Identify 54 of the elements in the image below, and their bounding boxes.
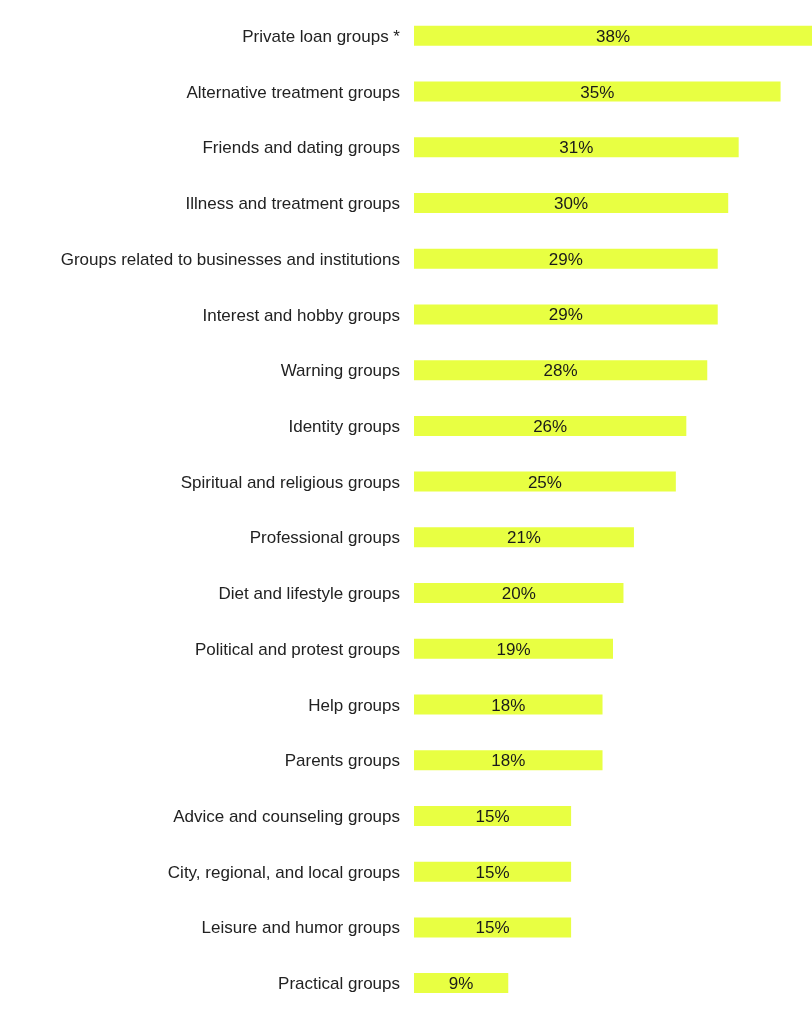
data-label: 20% (501, 584, 536, 604)
data-label: 18% (491, 751, 526, 771)
bar (414, 193, 729, 213)
data-label: 15% (475, 918, 510, 938)
data-label: 29% (548, 305, 583, 325)
bar (414, 360, 708, 381)
y-tick-label: Practical groups (278, 974, 400, 994)
data-label: 35% (580, 82, 615, 102)
data-label: 30% (554, 194, 589, 214)
y-tick-label: Illness and treatment groups (185, 194, 400, 214)
bar (414, 25, 812, 46)
y-tick-label: Groups related to businesses and institutions (60, 249, 400, 269)
bar (414, 973, 509, 994)
bar (414, 527, 634, 548)
y-tick-label: Spiritual and religious groups (180, 472, 400, 492)
data-label: 25% (527, 472, 562, 492)
bar (414, 861, 572, 882)
data-label: 28% (543, 361, 578, 381)
y-tick-label: Identity groups (288, 416, 400, 436)
data-label: 26% (533, 416, 568, 436)
data-label: 38% (595, 26, 631, 46)
bar (414, 248, 718, 269)
bar (414, 694, 603, 715)
y-tick-label: Political and protest groups (194, 639, 400, 659)
y-tick-label: Friends and dating groups (202, 138, 400, 158)
bar (414, 471, 676, 492)
bar (414, 415, 687, 436)
data-label: 31% (559, 138, 594, 158)
y-tick-label: Diet and lifestyle groups (218, 584, 400, 604)
data-label: 15% (475, 806, 510, 826)
bar (414, 750, 603, 771)
y-tick-label: Warning groups (280, 361, 400, 381)
data-label: 18% (491, 695, 526, 715)
y-tick-label: Advice and counseling groups (173, 807, 400, 827)
bar (414, 917, 572, 938)
data-label: 21% (506, 528, 541, 548)
y-tick-label: Professional groups (249, 528, 400, 548)
bar (414, 81, 781, 102)
bar (414, 304, 718, 325)
y-tick-label: Help groups (308, 695, 400, 715)
bar (414, 137, 739, 158)
y-tick-label: Leisure and humor groups (201, 918, 400, 938)
data-label: 15% (475, 862, 510, 882)
y-tick-label: Private loan groups * (242, 26, 401, 46)
data-label: 19% (496, 639, 531, 659)
data-label: 29% (548, 249, 583, 269)
data-label: 9% (448, 974, 474, 994)
bar (414, 638, 613, 659)
y-tick-label: City, regional, and local groups (167, 862, 400, 882)
y-tick-label: Parents groups (284, 751, 400, 771)
bar (414, 805, 572, 826)
y-tick-label: Alternative treatment groups (186, 82, 400, 102)
y-tick-label: Interest and hobby groups (202, 305, 400, 325)
bar (414, 583, 624, 604)
